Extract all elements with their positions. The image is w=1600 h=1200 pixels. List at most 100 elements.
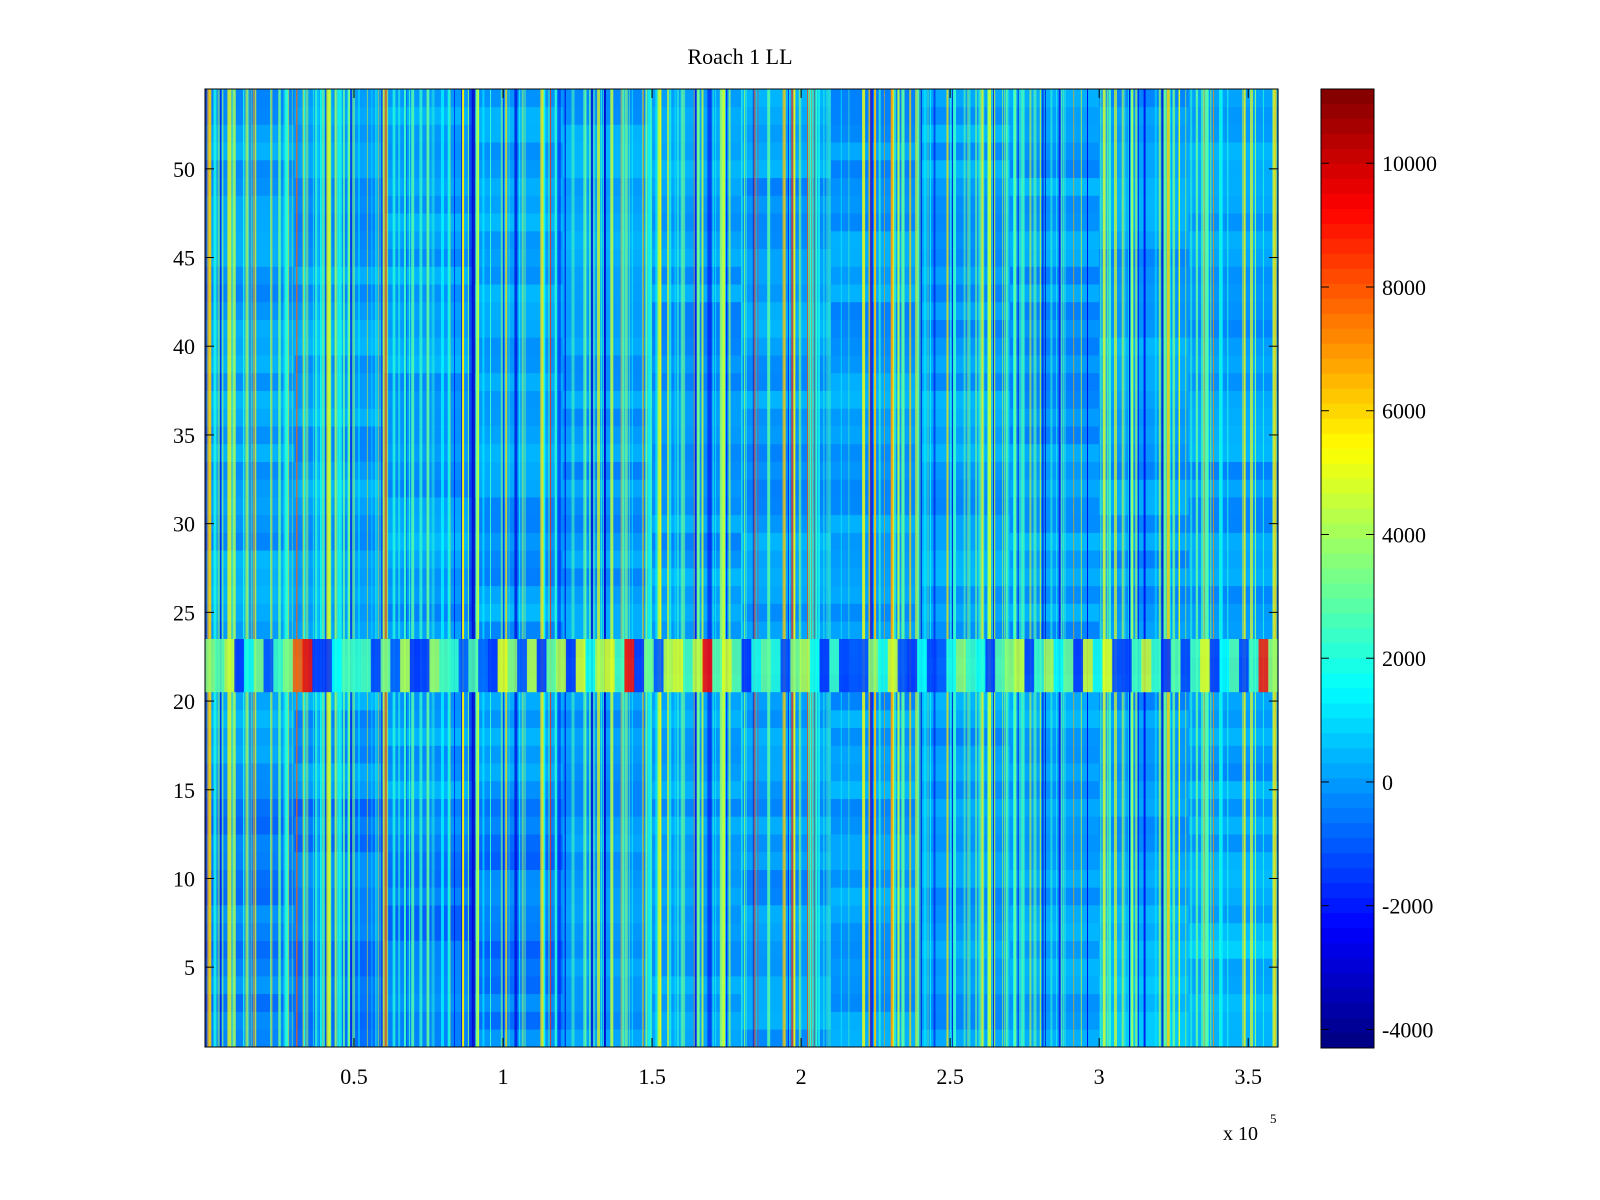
heatmap-band-cell (458, 639, 469, 693)
heatmap-cell (562, 89, 653, 108)
heatmap-cell (562, 834, 653, 853)
heatmap-band-cell (741, 639, 752, 693)
heatmap-cell (473, 1029, 564, 1048)
colorbar-step (1321, 973, 1374, 989)
colorbar-tick-label: 2000 (1382, 646, 1426, 671)
heatmap-streak (330, 89, 332, 1047)
heatmap-cell (1009, 958, 1100, 977)
heatmap-cell (1009, 976, 1100, 995)
y-tick-label: 20 (173, 689, 195, 714)
heatmap-streak (591, 89, 593, 1047)
heatmap-band-cell (722, 639, 733, 693)
heatmap-cell (473, 426, 564, 445)
heatmap-cell (1009, 745, 1100, 764)
heatmap-band-cell (1102, 639, 1113, 693)
heatmap-band-cell (878, 639, 889, 693)
colorbar-step (1321, 133, 1374, 150)
heatmap-streak (469, 89, 473, 1047)
heatmap-cell (473, 443, 564, 462)
heatmap-streak (719, 89, 723, 1047)
heatmap-band-cell (253, 639, 265, 693)
heatmap-streak (1073, 89, 1075, 1047)
heatmap-streak (398, 89, 401, 1047)
heatmap-streak (1131, 89, 1134, 1047)
heatmap-streak (375, 89, 377, 1047)
heatmap-band-cell (946, 639, 957, 693)
colorbar-tick-label: 6000 (1382, 399, 1426, 424)
heatmap-band-cell (507, 639, 518, 693)
heatmap-streak (1166, 89, 1170, 1047)
x-axis-multiplier: x 10 (1223, 1123, 1258, 1145)
heatmap-streak (205, 89, 207, 1047)
colorbar-step (1321, 89, 1374, 105)
heatmap-streak (923, 89, 927, 1047)
heatmap-streak (1163, 89, 1167, 1047)
heatmap-cell (562, 745, 653, 764)
heatmap-cell (562, 976, 653, 995)
colorbar-step (1321, 553, 1374, 569)
heatmap-band-cell (487, 639, 499, 693)
heatmap-streak (668, 89, 672, 1047)
heatmap-streak (314, 89, 317, 1047)
y-tick-label: 5 (184, 955, 195, 980)
heatmap-streak (1179, 89, 1180, 1047)
heatmap-cell (562, 780, 653, 799)
heatmap-band-cell (829, 639, 840, 693)
heatmap-streak (1154, 89, 1157, 1047)
heatmap-cell (1009, 372, 1100, 391)
heatmap-streak (1039, 89, 1041, 1047)
heatmap-streak (408, 89, 410, 1047)
heatmap-cell (562, 798, 653, 817)
heatmap-streak (725, 89, 726, 1047)
heatmap-streak (628, 89, 630, 1047)
heatmap-streak (352, 89, 355, 1047)
heatmap-band-cell (907, 639, 918, 693)
x-tick-label: 3 (1094, 1064, 1105, 1089)
heatmap-cell (562, 940, 653, 959)
heatmap-streak (382, 89, 385, 1047)
heatmap-streak (946, 89, 949, 1047)
heatmap-streak (1173, 89, 1175, 1047)
heatmap-band-cell (1053, 639, 1064, 693)
heatmap-streak (243, 89, 245, 1047)
heatmap-cell (473, 834, 564, 853)
heatmap-streak (319, 89, 322, 1047)
heatmap-streak (1102, 89, 1106, 1047)
heatmap-cell (473, 585, 564, 604)
heatmap-streak (350, 89, 354, 1047)
heatmap-band-cell (565, 639, 577, 693)
heatmap-streak (826, 89, 828, 1047)
heatmap-band-cell (224, 639, 235, 693)
colorbar-step (1321, 958, 1374, 974)
heatmap-band-cell (361, 639, 372, 693)
heatmap-cell (1009, 443, 1100, 462)
heatmap-streak (255, 89, 257, 1047)
heatmap-streak (1114, 89, 1117, 1047)
colorbar-step (1321, 238, 1374, 255)
heatmap-band-cell (351, 639, 362, 693)
heatmap-streak (793, 89, 796, 1047)
colorbar-tick-label: 8000 (1382, 275, 1426, 300)
colorbar-step (1321, 208, 1374, 225)
heatmap-streak (915, 89, 919, 1047)
heatmap-band-cell (595, 639, 606, 693)
colorbar-tick-label: 4000 (1382, 522, 1426, 547)
heatmap-band-cell (575, 639, 586, 693)
heatmap-band-cell (936, 639, 947, 693)
heatmap-streak (869, 89, 873, 1047)
heatmap-streak (462, 89, 465, 1047)
heatmap-streak (490, 89, 491, 1047)
heatmap-streak (753, 89, 756, 1047)
heatmap-cell (562, 248, 653, 267)
heatmap-streak (647, 89, 651, 1047)
heatmap-cell (473, 692, 564, 711)
heatmap-streak (1033, 89, 1037, 1047)
heatmap-cell (473, 319, 564, 338)
heatmap-streak (642, 89, 644, 1047)
colorbar-step (1321, 448, 1374, 465)
colorbar-step (1321, 613, 1374, 629)
heatmap-band-cell (370, 639, 382, 693)
heatmap-streak (1128, 89, 1129, 1047)
heatmap-cell (562, 532, 653, 551)
heatmap-cell (473, 89, 564, 108)
